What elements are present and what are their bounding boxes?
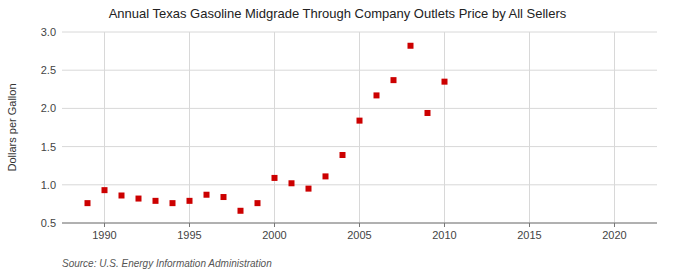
x-grid-line bbox=[104, 32, 105, 223]
x-grid-line bbox=[359, 32, 360, 223]
y-tick-label: 1.5 bbox=[41, 141, 56, 153]
y-tick-label: 0.5 bbox=[41, 217, 56, 229]
point bbox=[442, 79, 448, 85]
y-tick-label: 1.0 bbox=[41, 179, 56, 191]
x-tick-label: 2000 bbox=[262, 229, 286, 241]
x-tick bbox=[274, 223, 275, 227]
point bbox=[102, 187, 108, 193]
x-tick bbox=[444, 223, 445, 227]
point bbox=[170, 200, 176, 206]
point bbox=[357, 118, 363, 124]
point bbox=[153, 198, 159, 204]
point bbox=[391, 77, 397, 83]
point bbox=[85, 200, 91, 206]
point bbox=[221, 194, 227, 200]
x-tick-label: 2010 bbox=[432, 229, 456, 241]
point bbox=[238, 208, 244, 214]
x-tick bbox=[529, 223, 530, 227]
x-tick-label: 2005 bbox=[347, 229, 371, 241]
x-grid-line bbox=[189, 32, 190, 223]
grid bbox=[62, 32, 657, 223]
x-tick bbox=[189, 223, 190, 227]
x-tick-label: 1995 bbox=[177, 229, 201, 241]
chart: Annual Texas Gasoline Midgrade Through C… bbox=[0, 0, 675, 275]
x-tick-label: 2015 bbox=[517, 229, 541, 241]
point bbox=[136, 196, 142, 202]
x-tick bbox=[359, 223, 360, 227]
x-tick-label: 2020 bbox=[602, 229, 626, 241]
x-tick bbox=[614, 223, 615, 227]
x-axis-line bbox=[62, 223, 657, 224]
x-grid-line bbox=[274, 32, 275, 223]
point bbox=[187, 198, 193, 204]
y-tick-label: 2.0 bbox=[41, 102, 56, 114]
y-grid-line bbox=[62, 223, 657, 224]
point bbox=[306, 186, 312, 192]
x-grid-line bbox=[529, 32, 530, 223]
points bbox=[85, 43, 448, 214]
x-grid-line bbox=[444, 32, 445, 223]
point bbox=[323, 173, 329, 179]
y-tick-label: 3.0 bbox=[41, 26, 56, 38]
source-note: Source: U.S. Energy Information Administ… bbox=[62, 258, 272, 269]
point bbox=[408, 43, 414, 49]
x-tick bbox=[104, 223, 105, 227]
point bbox=[374, 92, 380, 98]
x-grid-line bbox=[614, 32, 615, 223]
x-tick-label: 1990 bbox=[92, 229, 116, 241]
y-axis-label: Dollars per Gallon bbox=[6, 83, 18, 171]
point bbox=[204, 192, 210, 198]
title: Annual Texas Gasoline Midgrade Through C… bbox=[109, 6, 567, 21]
point bbox=[425, 110, 431, 116]
point bbox=[272, 175, 278, 181]
point bbox=[340, 152, 346, 158]
y-tick-label: 2.5 bbox=[41, 64, 56, 76]
point bbox=[289, 180, 295, 186]
point bbox=[255, 200, 261, 206]
point bbox=[119, 192, 125, 198]
